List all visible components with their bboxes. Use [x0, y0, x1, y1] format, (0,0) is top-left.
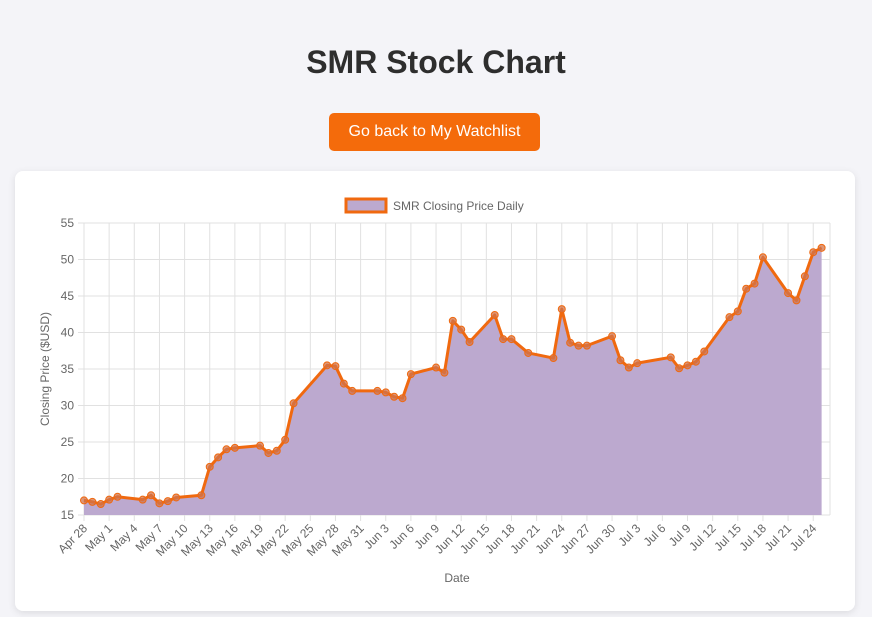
data-point[interactable] — [172, 493, 181, 502]
data-point[interactable] — [432, 363, 441, 372]
data-point[interactable] — [331, 362, 340, 371]
data-point[interactable] — [465, 337, 474, 346]
x-tick-label: Jul 6 — [641, 521, 669, 549]
data-point[interactable] — [230, 443, 239, 452]
data-point[interactable] — [163, 497, 172, 506]
x-tick-label: Apr 28 — [55, 521, 90, 556]
y-tick-label: 45 — [61, 289, 75, 303]
data-point[interactable] — [809, 248, 818, 257]
y-tick-label: 25 — [61, 435, 75, 449]
data-point[interactable] — [499, 335, 508, 344]
data-point[interactable] — [406, 370, 415, 379]
y-axis-title: Closing Price ($USD) — [38, 312, 52, 426]
y-tick-label: 20 — [61, 472, 75, 486]
x-tick-label: May 4 — [107, 521, 140, 554]
data-point[interactable] — [96, 500, 105, 509]
x-tick-label: May 1 — [82, 521, 115, 554]
y-tick-label: 35 — [61, 362, 75, 376]
y-tick-label: 15 — [61, 508, 75, 522]
data-point[interactable] — [566, 338, 575, 347]
data-point[interactable] — [742, 284, 751, 293]
data-point[interactable] — [339, 379, 348, 388]
y-tick-label: 55 — [61, 216, 75, 230]
chart-legend[interactable]: SMR Closing Price Daily — [344, 197, 524, 214]
x-tick-label: Jul 24 — [787, 521, 820, 554]
legend-label: SMR Closing Price Daily — [393, 199, 524, 213]
data-point[interactable] — [675, 364, 684, 373]
y-tick-label: 50 — [61, 253, 75, 267]
data-point[interactable] — [457, 325, 466, 334]
data-point[interactable] — [633, 359, 642, 368]
data-point[interactable] — [105, 495, 114, 504]
data-point[interactable] — [289, 399, 298, 408]
data-point[interactable] — [88, 497, 97, 506]
data-point[interactable] — [281, 435, 290, 444]
x-tick-label: Jul 15 — [711, 521, 744, 554]
data-point[interactable] — [398, 394, 407, 403]
data-point[interactable] — [390, 392, 399, 401]
data-point[interactable] — [256, 441, 265, 450]
y-tick-label: 30 — [61, 399, 75, 413]
data-point[interactable] — [608, 332, 617, 341]
data-point[interactable] — [574, 341, 583, 350]
data-point[interactable] — [666, 353, 675, 362]
x-tick-label: Jul 12 — [686, 521, 719, 554]
back-to-watchlist-button[interactable]: Go back to My Watchlist — [329, 113, 540, 151]
data-point[interactable] — [490, 310, 499, 319]
data-point[interactable] — [800, 272, 809, 281]
data-point[interactable] — [272, 446, 281, 455]
data-point[interactable] — [381, 388, 390, 397]
data-point[interactable] — [155, 499, 164, 508]
x-tick-label: Jul 3 — [616, 521, 644, 549]
chart-points-layer — [80, 243, 826, 509]
data-point[interactable] — [624, 363, 633, 372]
data-point[interactable] — [758, 253, 767, 262]
data-point[interactable] — [448, 316, 457, 325]
data-point[interactable] — [440, 368, 449, 377]
data-point[interactable] — [348, 386, 357, 395]
data-point[interactable] — [792, 296, 801, 305]
data-point[interactable] — [750, 279, 759, 288]
y-tick-label: 40 — [61, 326, 75, 340]
page-title: SMR Stock Chart — [306, 44, 566, 80]
x-tick-label: Jul 21 — [762, 521, 795, 554]
x-tick-label: Jun 3 — [361, 521, 392, 552]
data-point[interactable] — [373, 386, 382, 395]
data-point[interactable] — [507, 335, 516, 344]
data-point[interactable] — [549, 354, 558, 363]
data-point[interactable] — [197, 491, 206, 500]
series-area — [84, 247, 822, 515]
data-point[interactable] — [700, 347, 709, 356]
data-point[interactable] — [784, 289, 793, 298]
data-point[interactable] — [524, 348, 533, 357]
data-point[interactable] — [205, 462, 214, 471]
data-point[interactable] — [616, 356, 625, 365]
x-tick-label: Jul 18 — [737, 521, 770, 554]
data-point[interactable] — [113, 492, 122, 501]
data-point[interactable] — [214, 453, 223, 462]
data-point[interactable] — [557, 305, 566, 314]
data-point[interactable] — [691, 357, 700, 366]
data-point[interactable] — [264, 448, 273, 457]
data-point[interactable] — [582, 341, 591, 350]
data-point[interactable] — [222, 445, 231, 454]
legend-swatch — [344, 197, 388, 214]
data-point[interactable] — [80, 496, 88, 505]
data-point[interactable] — [323, 361, 332, 370]
x-tick-label: Jun 6 — [386, 521, 417, 552]
chart-area-layer — [84, 247, 822, 515]
data-point[interactable] — [725, 313, 734, 322]
y-axis-ticks: 15 20 25 30 35 40 45 50 55 — [61, 216, 75, 522]
x-axis-title: Date — [444, 571, 470, 585]
data-point[interactable] — [147, 491, 156, 500]
data-point[interactable] — [817, 243, 826, 252]
data-point[interactable] — [138, 495, 147, 504]
data-point[interactable] — [683, 361, 692, 370]
data-point[interactable] — [733, 307, 742, 316]
